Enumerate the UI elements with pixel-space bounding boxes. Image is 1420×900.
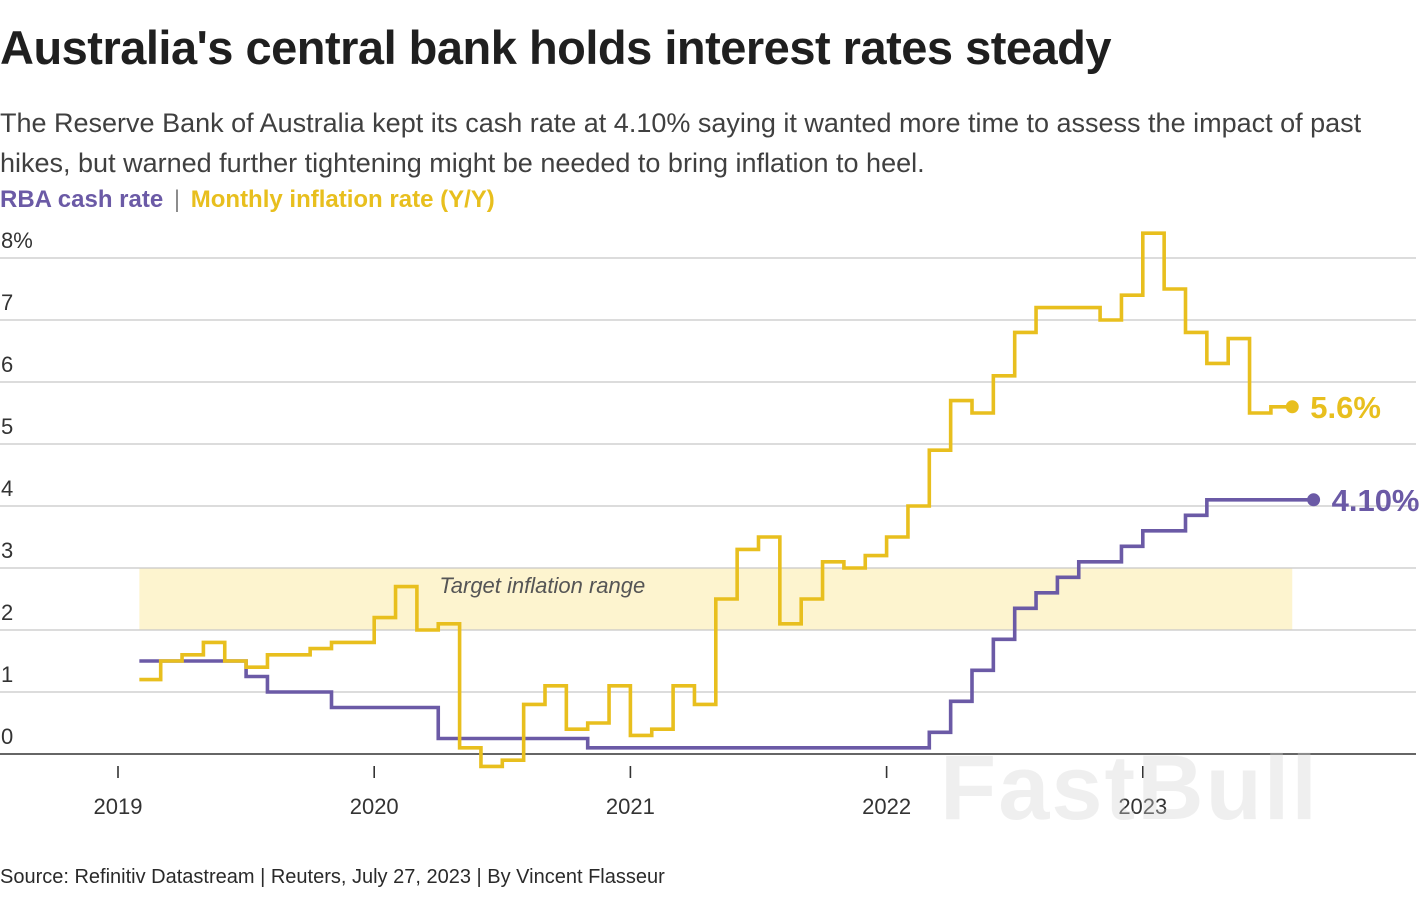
legend-inflation-rate: Monthly inflation rate (Y/Y) — [190, 186, 495, 213]
y-tick-label: 4 — [1, 476, 13, 501]
x-axis-layer: 2019 2020 2021 2022 2023 — [94, 766, 1167, 819]
series-layer — [139, 231, 1321, 769]
x-tick-label: 2019 — [94, 794, 143, 819]
x-tick-label: 2023 — [1118, 794, 1167, 819]
legend-separator: | — [173, 186, 181, 213]
cash-rate-end-label: 4.10% — [1332, 483, 1420, 518]
cash-rate-series-line — [139, 498, 1314, 750]
label-layer: 4.10% 5.6% — [1310, 390, 1419, 518]
y-tick-label: 5 — [1, 414, 13, 439]
y-tick-label: 0 — [1, 724, 13, 749]
legend-cash-rate: RBA cash rate — [0, 186, 164, 213]
inflation-rate-series-line — [139, 231, 1293, 769]
inflation-rate-end-point — [1285, 400, 1299, 414]
chart-subtitle: The Reserve Bank of Australia kept its c… — [0, 108, 1362, 178]
target-band-label: Target inflation range — [439, 573, 645, 598]
y-tick-label: 2 — [1, 600, 13, 625]
x-tick-label: 2022 — [862, 794, 911, 819]
y-tick-label: 7 — [1, 290, 13, 315]
y-tick-label: 3 — [1, 538, 13, 563]
watermark-logo: FastBull — [940, 737, 1319, 839]
y-tick-label: 8% — [1, 228, 33, 253]
y-tick-label: 6 — [1, 352, 13, 377]
inflation-rate-end-label: 5.6% — [1310, 390, 1381, 425]
legend: RBA cash rate | Monthly inflation rate (… — [0, 186, 495, 214]
y-tick-label: 1 — [1, 662, 13, 687]
x-tick-label: 2020 — [350, 794, 399, 819]
source-note: Source: Refinitiv Datastream | Reuters, … — [0, 866, 665, 888]
chart-title: Australia's central bank holds interest … — [0, 21, 1112, 74]
cash-rate-end-point — [1307, 493, 1321, 507]
x-tick-label: 2021 — [606, 794, 655, 819]
grid-layer: 0 1 2 3 4 5 6 7 8% — [0, 228, 1416, 755]
